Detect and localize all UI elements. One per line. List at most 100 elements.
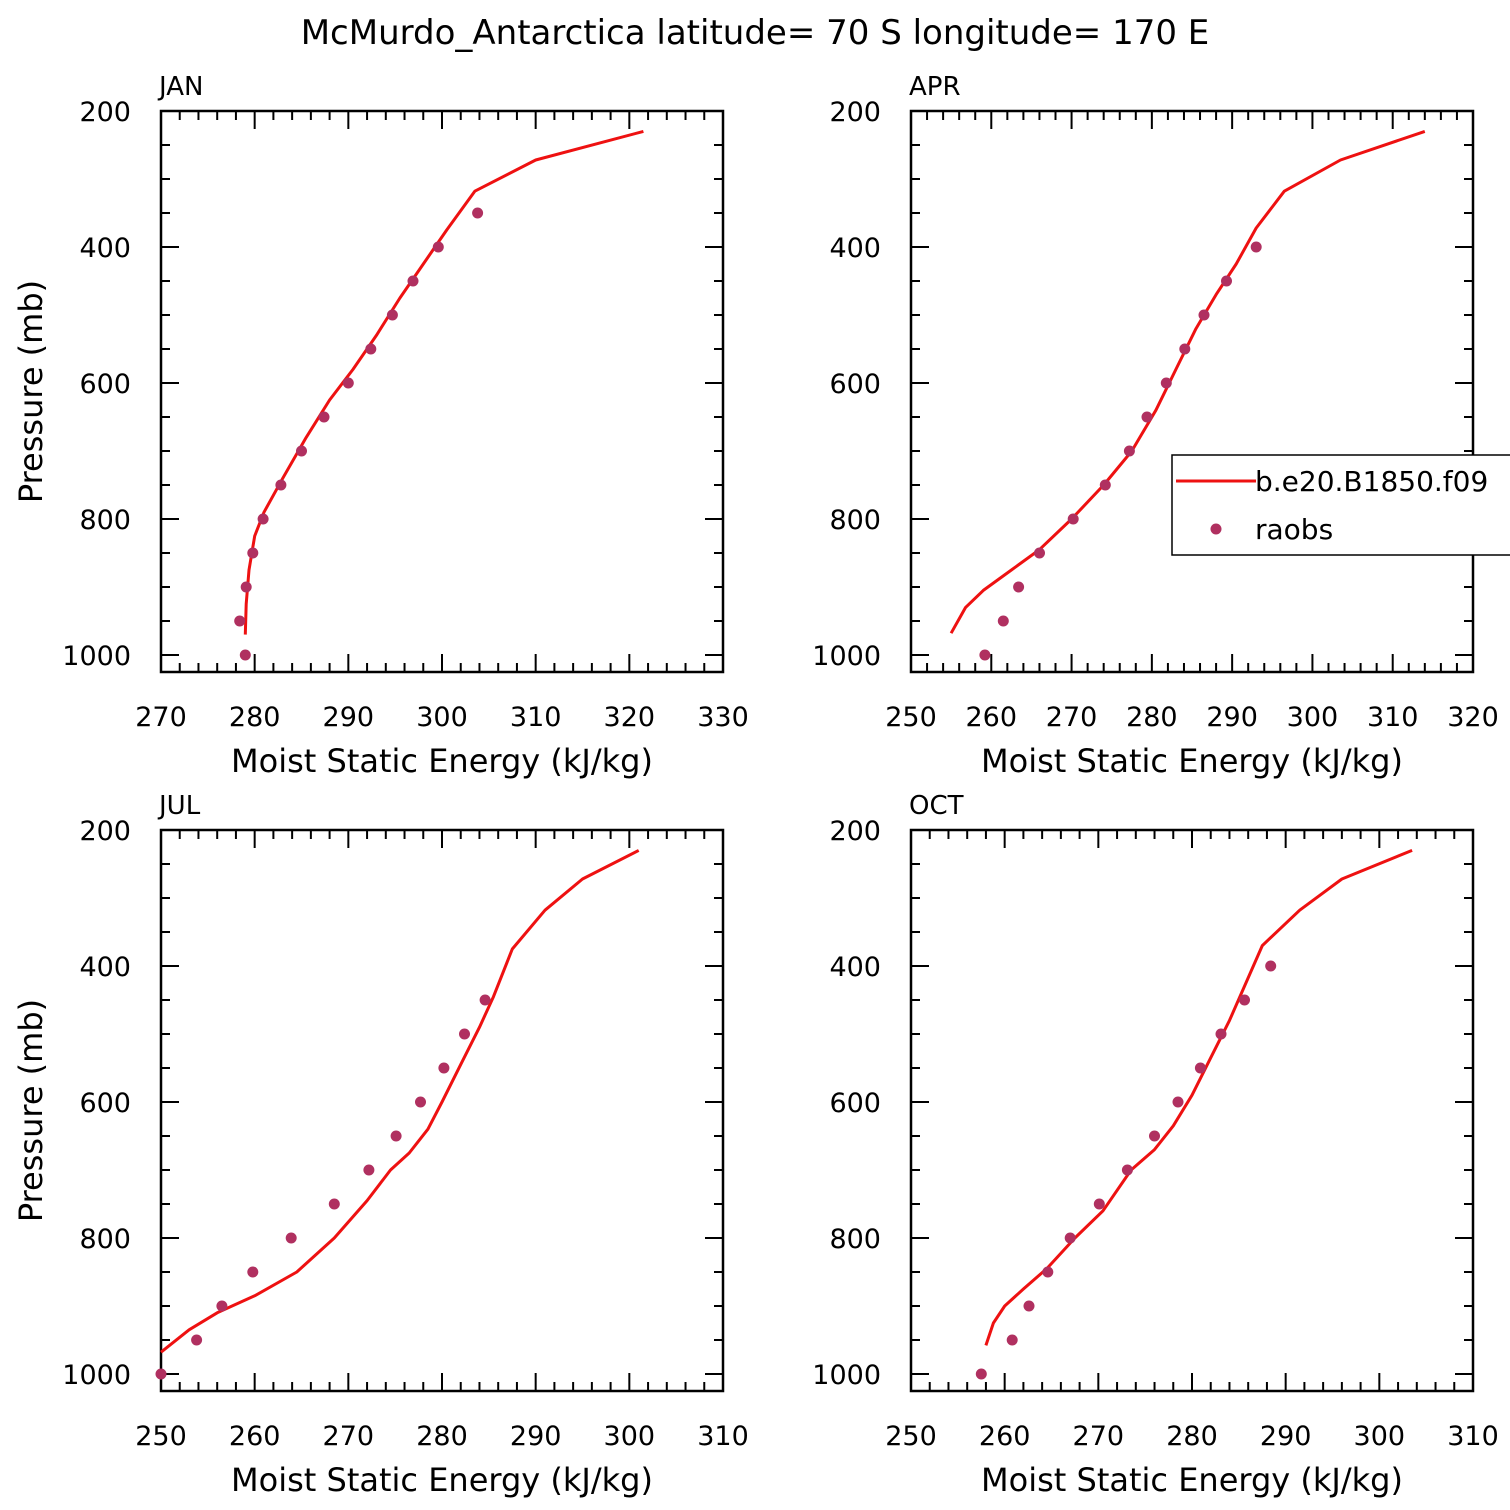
raobs-point: [1194, 1062, 1206, 1074]
x-tick-label: 290: [510, 1421, 562, 1452]
x-axis-label: Moist Static Energy (kJ/kg): [981, 742, 1403, 780]
x-tick-label: 270: [135, 702, 187, 733]
raobs-point: [1099, 479, 1111, 491]
raobs-point: [975, 1368, 987, 1380]
raobs-point: [239, 649, 251, 661]
y-tick-label: 600: [829, 369, 881, 400]
raobs-point: [247, 547, 259, 559]
raobs-point: [1172, 1096, 1184, 1108]
x-tick-label: 290: [323, 702, 375, 733]
legend: b.e20.B1850.f09 raobs: [1171, 454, 1510, 556]
legend-label-model: b.e20.B1850.f09: [1255, 465, 1488, 498]
raobs-point: [1093, 1198, 1105, 1210]
raobs-point: [240, 581, 252, 593]
raobs-point: [285, 1232, 297, 1244]
raobs-point: [1221, 275, 1232, 287]
raobs-point: [1006, 1334, 1018, 1346]
raobs-point: [390, 1130, 402, 1142]
raobs-point: [1179, 343, 1191, 355]
legend-box: [1171, 454, 1510, 556]
x-tick-label: 320: [1447, 702, 1499, 733]
x-tick-label: 280: [1126, 702, 1178, 733]
raobs-point: [342, 377, 354, 389]
raobs-point: [1160, 377, 1172, 389]
raobs-point: [275, 479, 287, 491]
figure-title: McMurdo_Antarctica latitude= 70 S longit…: [301, 13, 1210, 53]
raobs-point: [216, 1300, 228, 1312]
y-tick-label: 200: [79, 97, 131, 128]
panel-label: JUL: [157, 791, 201, 821]
y-tick-label: 800: [79, 505, 131, 536]
y-tick-label: 1000: [62, 641, 131, 672]
x-tick-label: 310: [1367, 702, 1419, 733]
x-axis-label: Moist Static Energy (kJ/kg): [231, 742, 653, 780]
raobs-point: [191, 1334, 203, 1346]
x-tick-label: 260: [229, 1421, 281, 1452]
x-tick-label: 270: [323, 1421, 375, 1452]
panel-apr: APR 250 260 270 280 290 300 310 320 200 400 600 800 1…: [812, 72, 1498, 780]
raobs-point: [1239, 994, 1250, 1006]
y-tick-label: 1000: [812, 1360, 881, 1391]
x-tick-label: 250: [885, 702, 937, 733]
x-tick-label: 280: [416, 1421, 468, 1452]
raobs-point: [979, 649, 991, 661]
raobs-point: [1265, 960, 1277, 972]
legend-dot-swatch: [1210, 523, 1222, 535]
x-tick-label: 270: [1073, 1421, 1125, 1452]
panel-oct: OCT 250 260 270 280 290 300 310 200 400 600 800 1000…: [812, 791, 1498, 1499]
x-tick-label: 270: [1046, 702, 1098, 733]
raobs-point: [479, 994, 491, 1006]
y-tick-label: 1000: [62, 1360, 131, 1391]
x-tick-label: 280: [229, 702, 281, 733]
panel-label: APR: [909, 72, 961, 102]
raobs-point: [247, 1266, 259, 1278]
raobs-point: [1198, 309, 1210, 321]
y-tick-label: 600: [829, 1088, 881, 1119]
x-tick-label: 250: [885, 1421, 937, 1452]
raobs-point: [1149, 1130, 1160, 1142]
x-tick-label: 290: [1206, 702, 1258, 733]
raobs-point: [438, 1062, 450, 1074]
x-axis-label: Moist Static Energy (kJ/kg): [231, 1461, 653, 1499]
panel-jul: JUL 250 260 270 280 290 300 310 200 400 600 800 1000…: [12, 791, 749, 1499]
x-tick-label: 300: [1287, 702, 1339, 733]
raobs-point: [1141, 411, 1153, 423]
x-tick-label: 320: [604, 702, 656, 733]
raobs-point: [1067, 513, 1079, 525]
x-tick-label: 250: [135, 1421, 187, 1452]
y-tick-label: 800: [79, 1224, 131, 1255]
raobs-point: [296, 445, 307, 457]
raobs-point: [1013, 581, 1025, 593]
raobs-point: [1042, 1266, 1054, 1278]
y-tick-label: 600: [79, 369, 131, 400]
y-tick-label: 600: [79, 1088, 131, 1119]
y-tick-label: 400: [829, 952, 881, 983]
raobs-point: [1064, 1232, 1076, 1244]
raobs-point: [472, 207, 484, 219]
model-line: [949, 129, 1426, 634]
x-tick-label: 310: [1447, 1421, 1499, 1452]
panel-jan: JAN 270 280 290 300 310 320 330 200 400 600 800 1000…: [12, 72, 749, 780]
x-tick-label: 300: [604, 1421, 656, 1452]
x-tick-label: 290: [1260, 1421, 1312, 1452]
y-axis-label: Pressure (mb): [12, 999, 50, 1222]
raobs-point: [155, 1368, 167, 1380]
y-tick-label: 400: [829, 233, 881, 264]
raobs-point: [386, 309, 398, 321]
raobs-point: [1215, 1028, 1227, 1040]
y-tick-label: 400: [79, 233, 131, 264]
legend-label-obs: raobs: [1255, 513, 1333, 546]
y-tick-label: 800: [829, 505, 881, 536]
model-line: [984, 849, 1413, 1346]
panel-label: OCT: [909, 791, 964, 821]
plot-frame: [909, 109, 1475, 674]
raobs-point: [407, 275, 419, 287]
x-tick-label: 310: [510, 702, 562, 733]
y-tick-label: 200: [829, 97, 881, 128]
x-axis-label: Moist Static Energy (kJ/kg): [981, 1461, 1403, 1499]
raobs-point: [432, 241, 444, 253]
x-tick-label: 310: [697, 1421, 749, 1452]
y-tick-label: 1000: [812, 641, 881, 672]
raobs-point: [1034, 547, 1045, 559]
